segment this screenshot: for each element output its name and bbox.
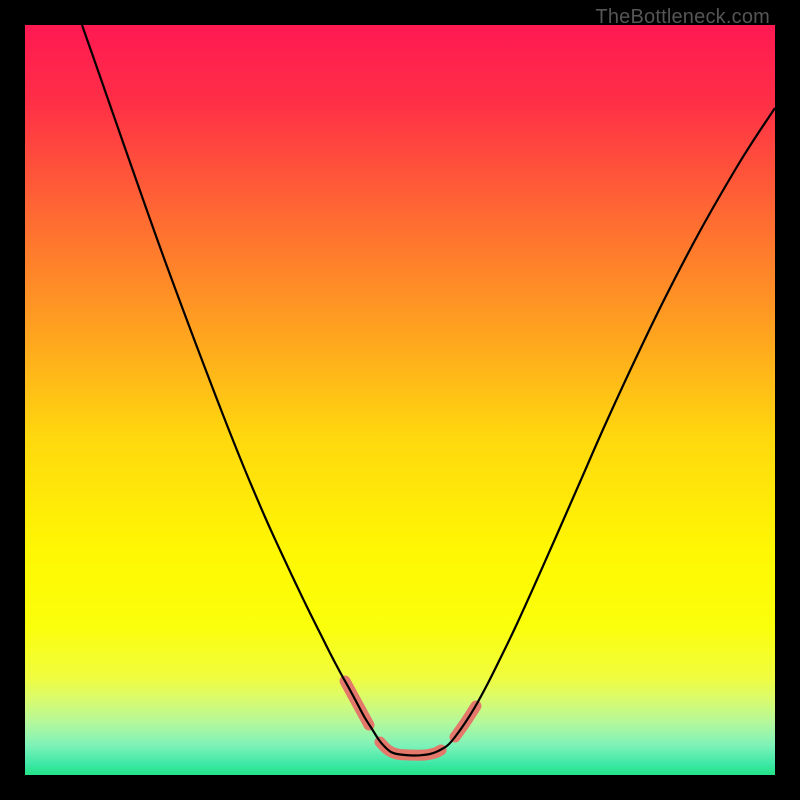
bottleneck-curve <box>82 25 775 756</box>
attribution-label: TheBottleneck.com <box>595 6 770 29</box>
chart-curve-layer <box>25 25 775 775</box>
